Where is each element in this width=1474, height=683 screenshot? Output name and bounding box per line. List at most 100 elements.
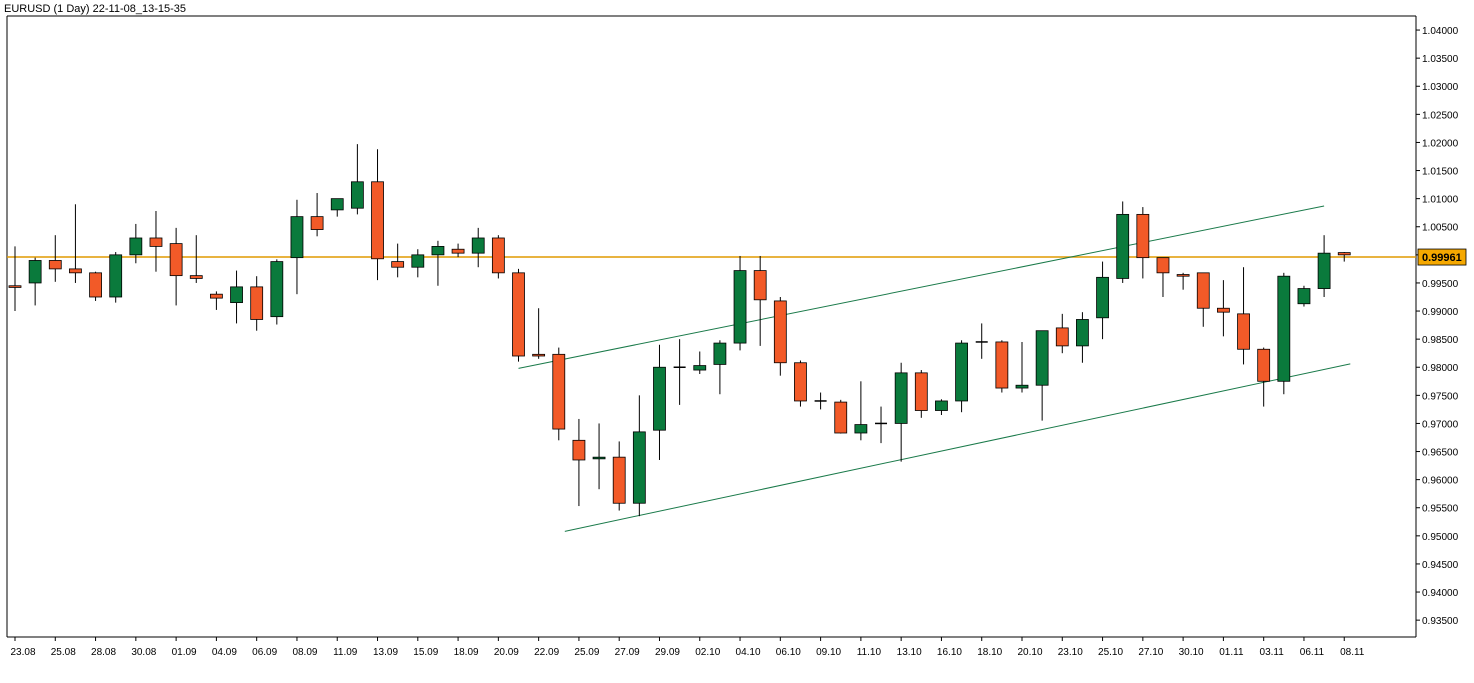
candle [693,351,707,374]
y-tick-label: 0.97000 [1422,419,1459,430]
y-tick-label: 0.94500 [1422,560,1459,571]
candle-body-bull [129,237,143,256]
candle [1076,312,1089,363]
candle [834,399,848,434]
y-axis: 0.93500 0.94000 0.94500 0.95000 0.95500 0.960… [1416,26,1459,627]
x-tick-label: 23.10 [1058,647,1083,658]
candle-body-bull [411,254,425,268]
candle [411,249,425,278]
y-tick-label: 0.98500 [1422,335,1459,346]
candle [149,211,163,272]
x-tick-label: 29.09 [655,647,680,658]
candle-body-bear [149,237,163,247]
candle-body-bear [572,439,586,461]
candle [1196,272,1210,327]
candle-body-bear [250,286,264,320]
candle [632,395,646,517]
channel-line [518,205,1325,369]
candle [209,291,223,310]
x-tick-label: 02.10 [695,647,720,658]
candle [230,270,243,324]
y-tick-label: 0.97500 [1422,391,1459,402]
candle [89,271,102,301]
candle [592,423,606,490]
x-tick-label: 13.09 [373,647,398,658]
candle-body-bull [471,237,485,254]
candle [471,227,485,268]
candle-body-bear [1337,252,1351,256]
x-tick-label: 01.11 [1219,647,1244,658]
candle-body-bear [995,341,1009,389]
x-tick-label: 09.10 [816,647,841,658]
candle [350,144,364,215]
candle-body-bear [1156,257,1170,274]
y-tick-label: 1.03500 [1422,54,1459,65]
candle [1116,201,1130,283]
candle-body-bear [794,362,807,402]
y-tick-label: 0.96500 [1422,448,1459,459]
candle-body-bull [733,270,747,344]
candle [935,399,948,416]
x-tick-label: 03.11 [1260,647,1285,658]
candle [673,339,686,405]
candle-body-bull [592,456,606,460]
candle [1337,252,1351,262]
candle [8,246,22,312]
candle-body-bear [451,248,465,254]
candle-body-bull [935,400,948,411]
y-tick-label: 1.00500 [1422,223,1459,234]
y-tick-label: 0.95500 [1422,504,1459,515]
candle-body-bull [431,246,445,256]
candle-body-bear [8,285,22,288]
candle [250,276,264,331]
candle [975,323,988,359]
x-tick-label: 15.09 [413,647,438,658]
candle-body-bear [552,353,566,430]
candle [48,235,62,282]
candle-body-bear [1055,327,1069,347]
candle [753,255,767,346]
candle [773,296,787,376]
candle [955,340,968,413]
candle-body-bull [894,372,908,424]
candle [854,381,868,441]
candle-body-bear [612,456,626,504]
x-tick-label: 30.10 [1179,647,1204,658]
candle-body-bull [1297,288,1311,305]
candle [653,344,666,460]
candle [1055,313,1069,354]
x-tick-label: 22.09 [534,647,559,658]
x-tick-label: 20.10 [1017,647,1042,658]
candle-body-bull [1035,330,1049,386]
channel-trendlines [518,205,1351,532]
candle-body-bear [209,293,223,299]
x-tick-label: 18.10 [977,647,1002,658]
x-tick-label: 27.09 [615,647,640,658]
candle [1237,267,1250,365]
candle-body-bull [350,181,364,209]
candle [1176,272,1190,290]
candle-body-bear [1196,272,1210,309]
candle [894,362,908,462]
y-tick-label: 0.95000 [1422,532,1459,543]
candle [713,340,727,395]
y-tick-label: 1.02000 [1422,138,1459,149]
candle [69,204,82,283]
candle-body-bear [834,401,848,434]
y-tick-label: 0.98000 [1422,363,1459,374]
y-tick-label: 0.99500 [1422,279,1459,290]
candle-body-bear [1217,307,1230,313]
y-tick-label: 0.94000 [1422,588,1459,599]
candle [612,441,626,511]
candle [129,223,143,264]
candle-body-bull [653,366,666,431]
candle [914,370,928,418]
candle [572,418,586,507]
candle [371,149,384,281]
x-tick-label: 25.09 [574,647,599,658]
candle-body-bull [713,342,727,365]
candle [28,257,42,306]
candle-body-bear [169,243,183,277]
candle-body-bull [1116,213,1130,279]
